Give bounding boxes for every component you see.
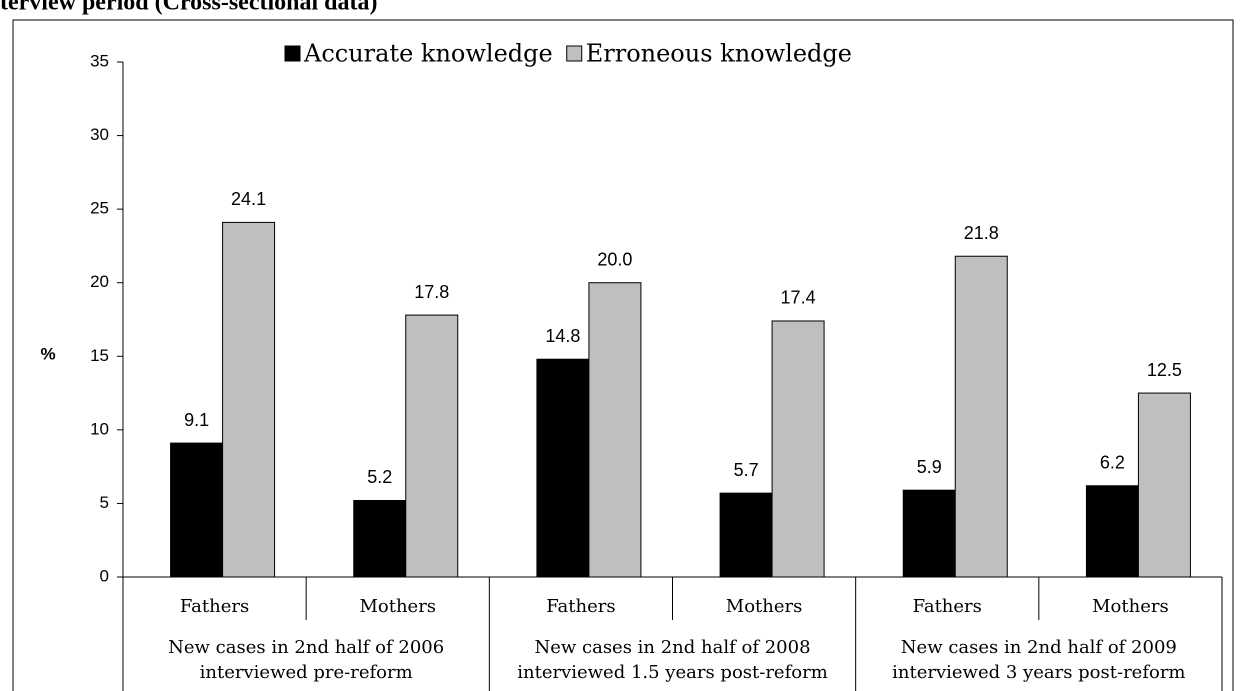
bar	[222, 221, 276, 578]
x-tick-label: Mothers	[359, 596, 436, 617]
bar	[954, 255, 1008, 578]
group-label: interviewed 3 years post-reform	[892, 662, 1185, 683]
y-tick-label: 25	[90, 199, 109, 218]
bar	[588, 282, 642, 578]
x-tick-label: Fathers	[546, 596, 615, 617]
bar	[170, 442, 224, 578]
value-label: 17.4	[781, 288, 816, 308]
value-label: 24.1	[231, 189, 266, 209]
bar	[405, 314, 459, 578]
bar	[902, 489, 956, 578]
y-tick-label: 5	[100, 493, 109, 512]
bar	[353, 499, 407, 578]
value-label: 6.2	[1100, 453, 1125, 473]
bar	[536, 358, 590, 578]
x-tick-label: Fathers	[913, 596, 982, 617]
legend-swatch	[566, 45, 583, 62]
y-tick-label: 20	[90, 272, 109, 291]
bar	[719, 492, 773, 578]
group-label: interviewed pre-reform	[200, 662, 413, 683]
x-tick-label: Mothers	[1092, 596, 1169, 617]
value-label: 5.7	[734, 460, 759, 480]
y-tick-label: 30	[90, 125, 109, 144]
group-label: interviewed 1.5 years post-reform	[517, 662, 828, 683]
y-tick-label: 10	[90, 419, 109, 438]
group-label: New cases in 2nd half of 2006	[168, 637, 444, 658]
y-tick-label: 0	[100, 566, 109, 585]
x-tick-label: Mothers	[726, 596, 803, 617]
value-label: 9.1	[184, 410, 209, 430]
chart-title: terview period (Cross-sectional data)	[0, 0, 377, 16]
y-tick-label: 35	[90, 51, 109, 70]
group-label: New cases in 2nd half of 2009	[901, 637, 1177, 658]
legend-label: Erroneous knowledge	[586, 40, 852, 68]
bar	[771, 320, 825, 578]
bar	[1085, 485, 1139, 578]
value-label: 20.0	[597, 249, 632, 269]
value-label: 12.5	[1147, 360, 1182, 380]
value-label: 17.8	[414, 282, 449, 302]
bar	[1137, 392, 1191, 578]
x-tick-label: Fathers	[180, 596, 249, 617]
value-label: 21.8	[964, 223, 999, 243]
legend-label: Accurate knowledge	[303, 40, 553, 68]
y-tick-label: 15	[90, 346, 109, 365]
chart-frame	[12, 19, 1234, 691]
group-label: New cases in 2nd half of 2008	[534, 637, 810, 658]
value-label: 5.9	[917, 457, 942, 477]
value-label: 5.2	[367, 467, 392, 487]
legend-swatch	[284, 45, 301, 62]
y-axis-label: %	[40, 344, 55, 363]
value-label: 14.8	[545, 326, 580, 346]
